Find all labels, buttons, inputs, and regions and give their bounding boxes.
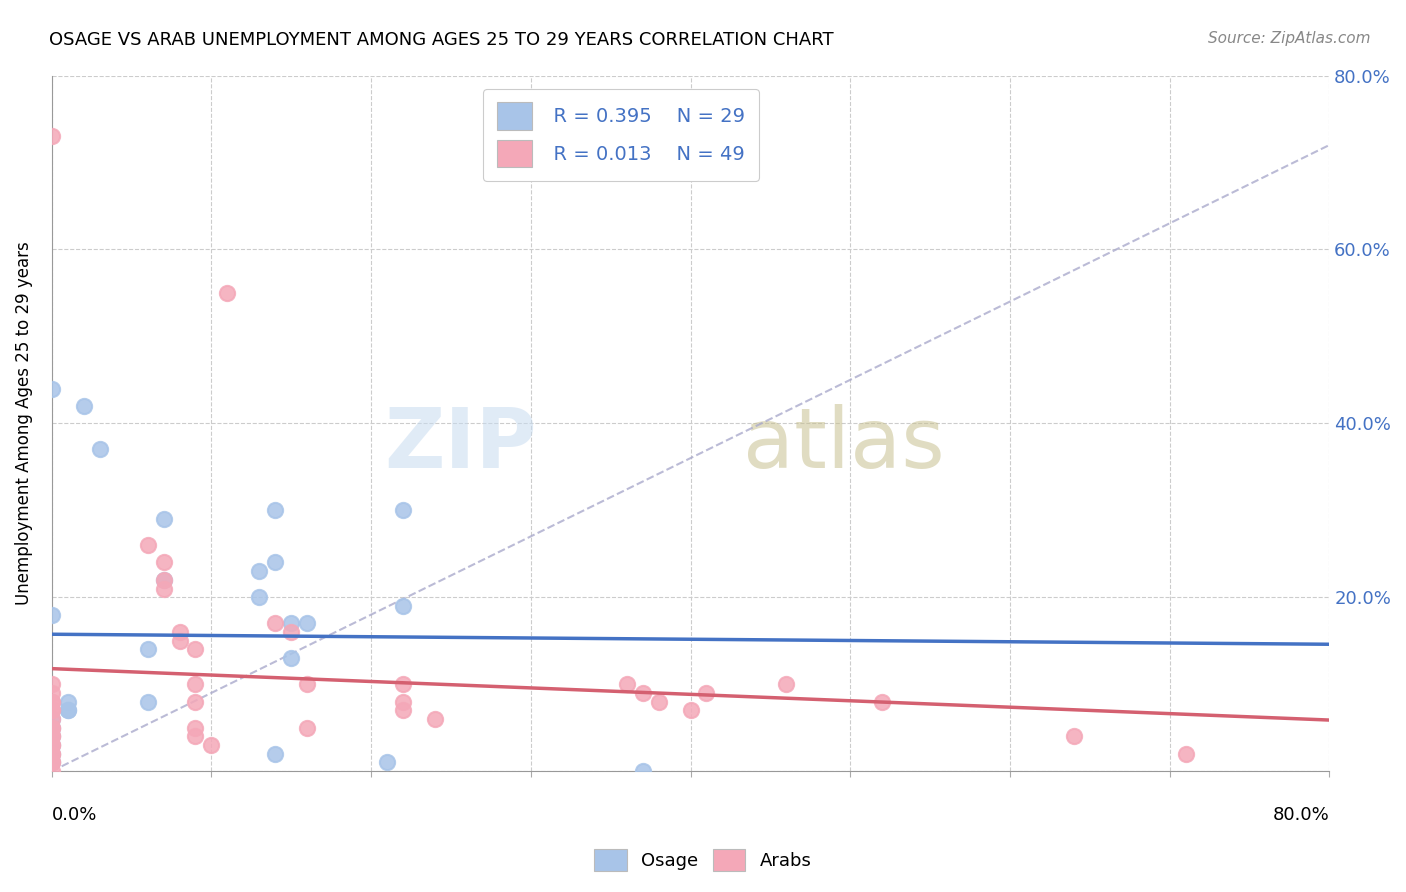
- Point: [41, 712, 63, 726]
- Text: 80.0%: 80.0%: [1272, 805, 1329, 824]
- Text: Source: ZipAtlas.com: Source: ZipAtlas.com: [1208, 31, 1371, 46]
- Point: [41, 721, 63, 735]
- Point: [73, 399, 96, 413]
- Point: [184, 642, 207, 657]
- Point: [297, 677, 319, 691]
- Point: [392, 677, 415, 691]
- Point: [56, 703, 79, 717]
- Text: OSAGE VS ARAB UNEMPLOYMENT AMONG AGES 25 TO 29 YEARS CORRELATION CHART: OSAGE VS ARAB UNEMPLOYMENT AMONG AGES 25…: [49, 31, 834, 49]
- Point: [297, 616, 319, 631]
- Point: [184, 695, 207, 709]
- Point: [169, 633, 191, 648]
- Point: [41, 738, 63, 752]
- Point: [169, 625, 191, 640]
- Point: [41, 686, 63, 700]
- Legend: Osage, Arabs: Osage, Arabs: [588, 842, 818, 879]
- Point: [152, 573, 174, 587]
- Point: [280, 625, 302, 640]
- Point: [264, 503, 287, 517]
- Point: [423, 712, 446, 726]
- Point: [1174, 747, 1197, 761]
- Point: [217, 285, 239, 300]
- Point: [136, 695, 159, 709]
- Point: [41, 607, 63, 622]
- Point: [56, 695, 79, 709]
- Point: [136, 538, 159, 552]
- Point: [41, 747, 63, 761]
- Point: [647, 695, 669, 709]
- Text: atlas: atlas: [742, 404, 945, 484]
- Point: [375, 756, 398, 770]
- Point: [297, 721, 319, 735]
- Point: [41, 764, 63, 779]
- Point: [41, 677, 63, 691]
- Point: [41, 756, 63, 770]
- Point: [200, 738, 222, 752]
- Point: [41, 703, 63, 717]
- Legend:   R = 0.395    N = 29,   R = 0.013    N = 49: R = 0.395 N = 29, R = 0.013 N = 49: [484, 88, 759, 181]
- Point: [392, 503, 415, 517]
- Point: [41, 738, 63, 752]
- Point: [41, 721, 63, 735]
- Point: [41, 747, 63, 761]
- Point: [247, 591, 270, 605]
- Point: [41, 730, 63, 744]
- Point: [247, 564, 270, 578]
- Point: [41, 721, 63, 735]
- Point: [631, 686, 654, 700]
- Point: [392, 599, 415, 613]
- Point: [41, 382, 63, 396]
- Point: [280, 616, 302, 631]
- Point: [136, 642, 159, 657]
- Point: [392, 703, 415, 717]
- Y-axis label: Unemployment Among Ages 25 to 29 years: Unemployment Among Ages 25 to 29 years: [15, 242, 32, 605]
- Point: [775, 677, 797, 691]
- Point: [184, 721, 207, 735]
- Point: [41, 129, 63, 144]
- Point: [41, 712, 63, 726]
- Point: [184, 677, 207, 691]
- Point: [41, 695, 63, 709]
- Point: [631, 764, 654, 779]
- Point: [41, 747, 63, 761]
- Point: [392, 695, 415, 709]
- Point: [41, 695, 63, 709]
- Point: [56, 703, 79, 717]
- Text: 0.0%: 0.0%: [52, 805, 97, 824]
- Point: [264, 556, 287, 570]
- Point: [280, 651, 302, 665]
- Point: [41, 730, 63, 744]
- Point: [152, 556, 174, 570]
- Point: [41, 730, 63, 744]
- Point: [184, 730, 207, 744]
- Point: [616, 677, 638, 691]
- Point: [695, 686, 717, 700]
- Point: [264, 747, 287, 761]
- Point: [152, 512, 174, 526]
- Point: [152, 582, 174, 596]
- Point: [152, 573, 174, 587]
- Point: [41, 738, 63, 752]
- Point: [679, 703, 702, 717]
- Point: [1063, 730, 1085, 744]
- Point: [89, 442, 111, 457]
- Point: [41, 756, 63, 770]
- Text: ZIP: ZIP: [385, 404, 537, 484]
- Point: [264, 616, 287, 631]
- Point: [41, 756, 63, 770]
- Point: [41, 703, 63, 717]
- Point: [870, 695, 893, 709]
